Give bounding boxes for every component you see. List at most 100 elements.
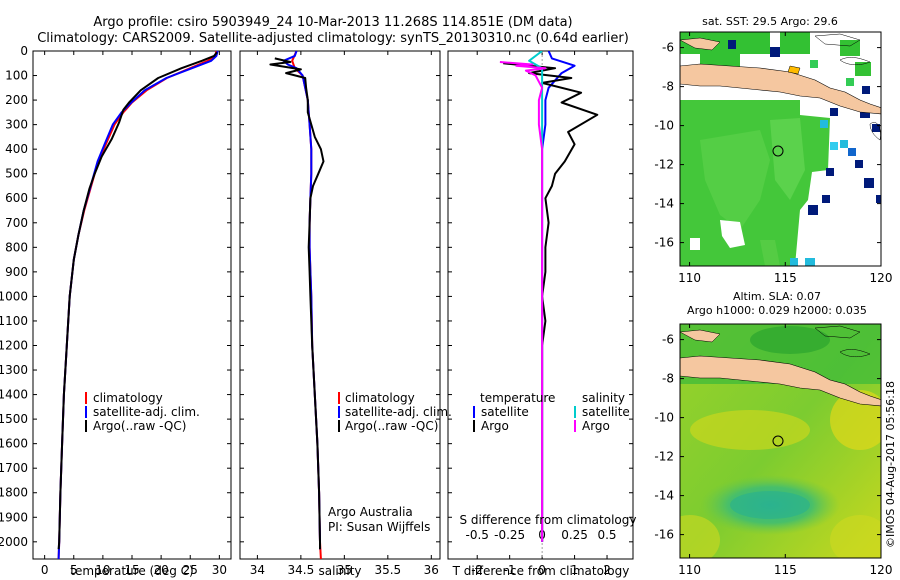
salinity-legend: climatology satellite-adj. clim. Argo(..… [338,391,452,433]
rect [830,108,838,116]
sst-map: sat. SST: 29.5 Argo: 29.6 [654,15,892,285]
rect [830,142,838,150]
depth-tick-label: 700 [5,216,28,230]
map-y-tick-label: -10 [654,119,674,133]
map-y-tick-label: -12 [654,158,674,172]
map-x-tick-label: 110 [678,271,701,285]
rect [840,140,848,148]
depth-tick-label: 1800 [0,486,28,500]
difference-y-ticks [448,50,633,543]
rect [860,108,870,118]
depth-tick-label: 1400 [0,388,28,402]
temperature-plot-frame [32,50,232,560]
depth-tick-label: 1100 [0,314,28,328]
rect [848,148,856,156]
rect [810,60,818,68]
pi-label: PI: Susan Wijffels [328,520,430,534]
depth-tick-label: 400 [5,142,28,156]
path [839,57,871,65]
series-line-argo-raw-qc- [269,57,325,550]
ellipse [830,515,881,558]
figure-title-line1: Argo profile: csiro 5903949_24 10-Mar-20… [93,15,572,30]
depth-tick-label: 1700 [0,461,28,475]
rect [728,40,736,49]
temperature-legend: climatology satellite-adj. clim. Argo(..… [85,391,200,433]
depth-axis: 0 100 200 300 400 500 600 700 800 900 1000 1100 1200… [0,44,231,549]
series-line-argo-raw-qc- [57,51,218,550]
ellipse [680,515,720,558]
rect [855,62,871,76]
x-tick-label: 20 [153,563,168,577]
legend-argo: Argo(..raw -QC) [93,419,186,433]
path [680,37,721,51]
sst-float-marker [772,145,784,157]
sla-map-title1: Altim. SLA: 0.07 [733,290,821,303]
s-diff-tick-label: -0.25 [494,528,525,542]
sla-float-marker [772,435,784,447]
legend-s-satellite: satellite [582,405,630,419]
sla-map-title2: Argo h1000: 0.029 h2000: 0.035 [687,304,867,317]
s-diff-tick-label: 0.25 [561,528,588,542]
sst-map-frame [679,31,882,267]
ellipse [730,491,810,519]
depth-tick-label: 300 [5,118,28,132]
series-line-climatology [57,51,218,559]
depth-tick-label: 1600 [0,437,28,451]
x-tick-label: 0 [538,563,546,577]
series-line-climatology [291,51,322,559]
legend-salinity-heading: salinity [582,391,625,405]
x-tick-label: 34 [250,563,265,577]
rect [846,78,854,86]
salinity-panel: 34 34.5 35 35.5 36 salinity climatology sate… [239,50,452,578]
rect [770,47,780,57]
path [690,238,700,250]
rect [855,160,863,168]
argo-australia-label: Argo Australia [328,505,413,519]
series-line-satellite-adj-clim- [57,51,219,559]
depth-tick-label: 0 [20,44,28,58]
path [839,349,871,357]
ellipse [750,326,830,354]
path [700,130,770,230]
map-y-tick-label: -10 [654,411,674,425]
depth-tick-label: 500 [5,167,28,181]
path [760,240,780,266]
x-tick-label: -2 [471,563,483,577]
difference-plot-frame [447,50,634,560]
depth-tick-label: 900 [5,265,28,279]
salinity-plot-frame [239,50,441,560]
salinity-xlabel: salinity [318,564,361,578]
map-x-tick-label: 120 [870,563,893,577]
series-line-satellite-adj-clim- [282,51,321,550]
figure-title-line2: Climatology: CARS2009. Satellite-adjuste… [37,31,629,46]
series-line-t-argo [503,62,599,542]
legend-satellite: satellite-adj. clim. [345,405,452,419]
sla-map: Altim. SLA: 0.07 Argo h1000: 0.029 h2000… [654,290,892,577]
path [680,329,721,343]
legend-t-argo: Argo [481,419,509,433]
s-difference-label: S difference from climatology [460,513,637,527]
x-tick-label: 5 [70,563,78,577]
rect [805,258,815,266]
rect [780,32,810,54]
series-line-s-argo [499,61,547,542]
difference-legend: temperature satellite Argo salinity sate… [473,391,630,433]
map-y-tick-label: -14 [654,489,674,503]
series-line-t-satellite [541,51,576,542]
path [787,65,801,75]
rect [862,86,870,94]
x-tick-label: -1 [504,563,516,577]
rect [790,258,798,266]
rect [840,40,860,56]
sla-map-frame [679,323,882,559]
depth-tick-label: 1300 [0,363,28,377]
legend-argo: Argo(..raw -QC) [345,419,438,433]
map-x-tick-label: 120 [870,271,893,285]
rect [820,120,828,128]
x-tick-label: 2 [603,563,611,577]
legend-climatology: climatology [93,391,163,405]
map-y-tick-label: -6 [662,333,674,347]
x-tick-label: 1 [571,563,579,577]
map-y-tick-label: -8 [662,372,674,386]
salinity-x-axis: 34 34.5 35 35.5 36 [250,51,439,577]
